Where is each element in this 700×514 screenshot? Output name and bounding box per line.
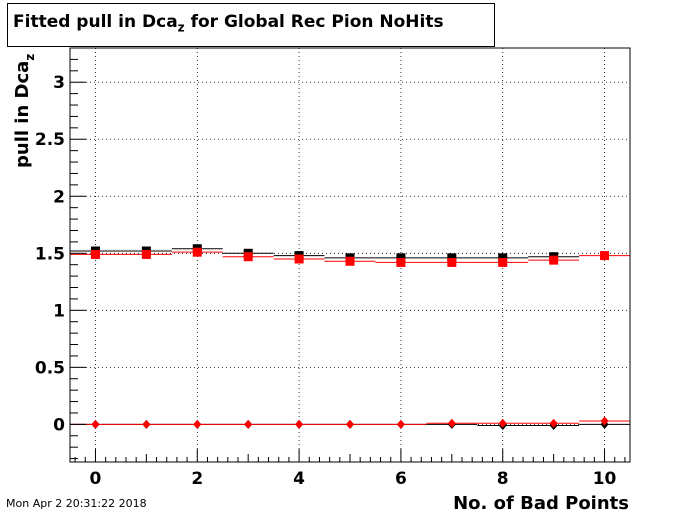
series-1-point <box>447 257 457 267</box>
x-tick-label: 8 <box>497 469 509 489</box>
y-tick-label: 1 <box>53 301 65 321</box>
y-tick-label: 2 <box>53 187 65 207</box>
series-1-point <box>141 249 151 259</box>
series-3-point <box>346 419 354 429</box>
series-3-point <box>91 419 100 429</box>
series-0-point <box>396 253 406 263</box>
series-1-point <box>192 247 202 257</box>
series-0-point <box>447 253 457 263</box>
y-axis-title: pull in Dcaz <box>12 54 37 168</box>
series-3-point <box>142 419 151 429</box>
series-1-point <box>549 255 559 265</box>
y-tick-label: 0 <box>53 415 65 435</box>
marks-layer <box>70 244 630 431</box>
series-1-point <box>396 257 406 267</box>
x-tick-label: 10 <box>593 469 617 489</box>
series-3-point <box>447 418 456 428</box>
series-1-point <box>498 257 508 267</box>
series-3-point <box>244 419 253 429</box>
series-3-point <box>498 418 507 428</box>
series-1-point <box>600 251 610 261</box>
x-tick-label: 4 <box>293 469 305 489</box>
x-axis-title: No. of Bad Points <box>453 493 629 514</box>
y-axis-title-main: pull in Dca <box>12 61 33 168</box>
series-3-point <box>600 416 609 426</box>
axes-layer: 0 2 4 6 8 10 0 0.5 1 1.5 2 2.5 3 <box>35 58 626 489</box>
series-0-point <box>498 253 508 263</box>
series-1-point <box>90 249 100 259</box>
chart-title-subscript: z <box>177 20 185 35</box>
x-tick-label: 0 <box>90 469 102 489</box>
y-axis-title-subscript: z <box>23 54 37 61</box>
y-tick-label: 1.5 <box>35 244 65 264</box>
y-tick-label: 3 <box>53 73 65 93</box>
series-1-point <box>294 254 304 264</box>
y-tick-label: 2.5 <box>35 130 65 150</box>
series-1-point <box>345 256 355 266</box>
series-3-point <box>396 419 405 429</box>
series-3-point <box>295 419 304 429</box>
series-3-point <box>193 419 202 429</box>
chart-title-main: Fitted pull in Dca <box>13 12 178 32</box>
y-tick-label: 0.5 <box>35 358 65 378</box>
chart-title-rest: for Global Rec Pion NoHits <box>184 12 444 32</box>
chart-title: Fitted pull in Dcaz for Global Rec Pion … <box>13 12 444 34</box>
series-1-point <box>243 252 253 262</box>
x-tick-label: 2 <box>191 469 203 489</box>
x-tick-label: 6 <box>395 469 407 489</box>
chart-title-box: Fitted pull in Dcaz for Global Rec Pion … <box>7 3 495 47</box>
series-3-point <box>549 418 558 428</box>
timestamp: Mon Apr 2 20:31:22 2018 <box>6 497 147 510</box>
